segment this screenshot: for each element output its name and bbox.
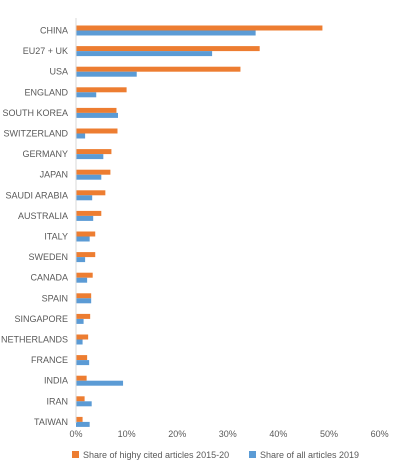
bars: [76, 25, 323, 427]
x-tick-label: 10%: [118, 429, 136, 439]
category-label-australia: AUSTRALIA: [18, 211, 68, 221]
category-label-switzerland: SWITZERLAND: [3, 129, 68, 139]
bar-netherlands-highly-cited: [76, 334, 89, 340]
bar-switzerland-highly-cited: [76, 128, 118, 134]
bar-sweden-highly-cited: [76, 252, 96, 258]
bar-france-all-articles: [76, 360, 90, 366]
bar-china-all-articles: [76, 30, 256, 36]
category-label-usa: USA: [49, 67, 68, 77]
legend-swatch-all-articles: [249, 451, 256, 458]
category-label-eu27-uk: EU27 + UK: [23, 46, 68, 56]
bar-south-korea-all-articles: [76, 112, 118, 118]
legend-label-highly-cited: Share of highy cited articles 2015-20: [83, 450, 229, 460]
bar-england-all-articles: [76, 92, 97, 98]
bar-usa-all-articles: [76, 71, 137, 77]
category-label-japan: JAPAN: [40, 170, 68, 180]
x-tick-label: 50%: [320, 429, 338, 439]
bar-india-all-articles: [76, 380, 124, 386]
bar-spain-all-articles: [76, 298, 92, 304]
bar-canada-highly-cited: [76, 272, 93, 278]
category-label-india: INDIA: [44, 376, 68, 386]
bar-switzerland-all-articles: [76, 133, 86, 139]
bar-usa-highly-cited: [76, 66, 241, 72]
bar-italy-highly-cited: [76, 231, 96, 237]
legend-swatch-highly-cited: [72, 451, 79, 458]
bar-canada-all-articles: [76, 277, 88, 283]
x-tick-label: 40%: [269, 429, 287, 439]
category-labels: CHINA EU27 + UK USA ENGLAND SOUTH KOREA SWITZ…: [1, 26, 69, 427]
category-label-iran: IRAN: [46, 396, 68, 406]
x-tick-label: 20%: [168, 429, 186, 439]
category-label-sweden: SWEDEN: [28, 252, 68, 262]
category-label-taiwan: TAIWAN: [34, 417, 68, 427]
bar-france-highly-cited: [76, 355, 88, 361]
bar-taiwan-highly-cited: [76, 416, 83, 422]
bar-china-highly-cited: [76, 25, 323, 31]
x-tick-label: 60%: [371, 429, 389, 439]
category-label-saudi-arabia: SAUDI ARABIA: [5, 190, 68, 200]
category-label-germany: GERMANY: [22, 149, 68, 159]
bar-taiwan-all-articles: [76, 421, 90, 427]
bar-iran-highly-cited: [76, 396, 85, 402]
x-axis-tick-labels: 0% 10% 20% 30% 40% 50% 60%: [69, 429, 388, 439]
category-label-netherlands: NETHERLANDS: [1, 335, 68, 345]
bar-eu27-uk-all-articles: [76, 51, 213, 57]
bar-spain-highly-cited: [76, 293, 92, 299]
bar-singapore-all-articles: [76, 318, 84, 324]
bar-italy-all-articles: [76, 236, 90, 242]
bar-iran-all-articles: [76, 401, 92, 407]
bar-saudi-arabia-all-articles: [76, 195, 93, 201]
x-tick-label: 30%: [219, 429, 237, 439]
bar-india-highly-cited: [76, 375, 87, 381]
category-label-france: FRANCE: [31, 355, 68, 365]
category-label-canada: CANADA: [30, 273, 68, 283]
bar-australia-highly-cited: [76, 210, 102, 216]
category-label-italy: ITALY: [44, 232, 68, 242]
bar-eu27-uk-highly-cited: [76, 46, 260, 52]
bar-germany-highly-cited: [76, 149, 112, 155]
category-label-singapore: SINGAPORE: [14, 314, 68, 324]
x-tick-label: 0%: [69, 429, 82, 439]
category-label-spain: SPAIN: [42, 293, 68, 303]
bar-england-highly-cited: [76, 87, 127, 93]
bar-netherlands-all-articles: [76, 339, 83, 345]
bar-sweden-all-articles: [76, 257, 86, 263]
category-label-england: ENGLAND: [24, 87, 68, 97]
category-label-china: CHINA: [40, 26, 68, 36]
bar-japan-all-articles: [76, 174, 102, 180]
legend-label-all-articles: Share of all articles 2019: [260, 450, 359, 460]
category-label-south-korea: SOUTH KOREA: [2, 108, 68, 118]
bar-japan-highly-cited: [76, 169, 111, 175]
bar-germany-all-articles: [76, 154, 104, 160]
bar-south-korea-highly-cited: [76, 107, 117, 113]
bar-australia-all-articles: [76, 215, 94, 221]
legend: Share of highy cited articles 2015-20 Sh…: [72, 450, 359, 460]
bar-saudi-arabia-highly-cited: [76, 190, 106, 196]
bar-singapore-highly-cited: [76, 313, 91, 319]
